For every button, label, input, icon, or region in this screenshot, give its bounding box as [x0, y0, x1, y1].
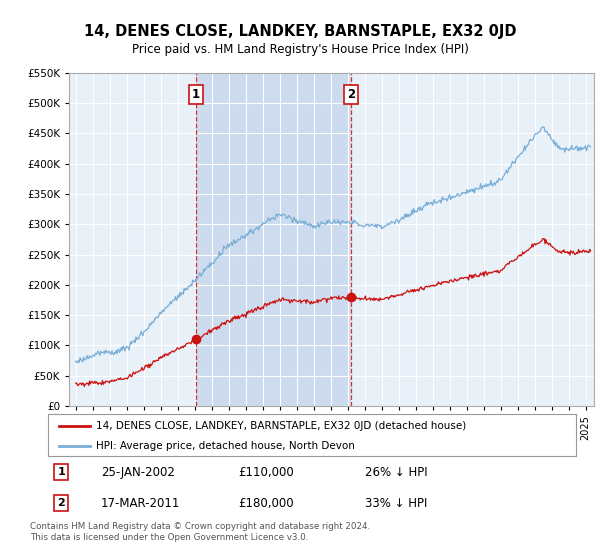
Text: Price paid vs. HM Land Registry's House Price Index (HPI): Price paid vs. HM Land Registry's House …: [131, 43, 469, 55]
Text: This data is licensed under the Open Government Licence v3.0.: This data is licensed under the Open Gov…: [30, 533, 308, 542]
Text: £180,000: £180,000: [238, 497, 294, 510]
Text: 14, DENES CLOSE, LANDKEY, BARNSTAPLE, EX32 0JD (detached house): 14, DENES CLOSE, LANDKEY, BARNSTAPLE, EX…: [95, 421, 466, 431]
Text: 1: 1: [58, 467, 65, 477]
Text: 26% ↓ HPI: 26% ↓ HPI: [365, 466, 427, 479]
Bar: [196, 73, 351, 406]
Text: £110,000: £110,000: [238, 466, 294, 479]
Text: Contains HM Land Registry data © Crown copyright and database right 2024.: Contains HM Land Registry data © Crown c…: [30, 522, 370, 531]
Text: 17-MAR-2011: 17-MAR-2011: [101, 497, 180, 510]
Text: 2: 2: [58, 498, 65, 508]
Text: 2: 2: [347, 88, 355, 101]
Text: HPI: Average price, detached house, North Devon: HPI: Average price, detached house, Nort…: [95, 441, 355, 451]
Text: 33% ↓ HPI: 33% ↓ HPI: [365, 497, 427, 510]
Text: 1: 1: [192, 88, 200, 101]
Text: 14, DENES CLOSE, LANDKEY, BARNSTAPLE, EX32 0JD: 14, DENES CLOSE, LANDKEY, BARNSTAPLE, EX…: [84, 24, 516, 39]
Text: 25-JAN-2002: 25-JAN-2002: [101, 466, 175, 479]
